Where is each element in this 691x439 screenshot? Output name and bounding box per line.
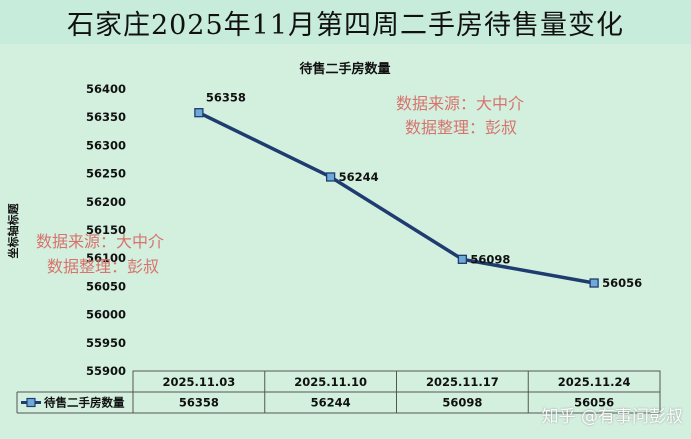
watermark-author-lower: 数据整理：彭叔 (47, 257, 159, 276)
y-tick-label: 56200 (86, 195, 126, 209)
title-bar: 石家庄2025年11月第四周二手房待售量变化 (0, 0, 691, 44)
zhihu-watermark: 知乎 @有事问彭叔 (541, 407, 683, 427)
watermark-source-lower: 数据来源：大中介 (36, 232, 164, 251)
y-tick-label: 55950 (86, 336, 126, 350)
y-tick-label: 56400 (86, 82, 126, 96)
page-title: 石家庄2025年11月第四周二手房待售量变化 (66, 9, 625, 41)
watermark-source-upper: 数据来源：大中介 (396, 94, 524, 113)
data-label: 56056 (602, 276, 642, 290)
data-table: 2025.11.03 2025.11.10 2025.11.17 2025.11.24… (16, 370, 661, 414)
y-tick-label: 56050 (86, 279, 126, 293)
y-tick-label: 56350 (86, 110, 126, 124)
x-tick-label: 2025.11.03 (162, 375, 235, 389)
y-tick-label: 56000 (86, 308, 126, 322)
y-axis-title: 坐标轴标题 (6, 203, 20, 259)
data-label: 56244 (339, 170, 379, 184)
y-tick-label: 56250 (86, 167, 126, 181)
chart-title: 待售二手房数量 (298, 61, 390, 77)
y-tick-label: 56100 (86, 251, 126, 265)
x-tick-label: 2025.11.24 (558, 375, 631, 389)
watermark-author-upper: 数据整理：彭叔 (405, 118, 517, 137)
line-chart: 待售二手房数量 坐标轴标题 55900559505600056050561005… (6, 61, 661, 414)
data-point (194, 108, 204, 118)
table-cell-value: 56098 (442, 396, 482, 410)
data-point (325, 172, 336, 182)
x-tick-label: 2025.11.10 (294, 375, 367, 389)
data-label: 56098 (470, 252, 510, 266)
y-tick-label: 56300 (86, 138, 126, 152)
series-line (198, 111, 595, 285)
table-cell-value: 56358 (179, 396, 219, 410)
y-axis-ticks: 55900 55950 56000 56050 56100 56150 56200 56250… (86, 82, 126, 378)
legend-marker (26, 397, 36, 408)
data-label: 56358 (206, 91, 246, 105)
table-cell-value: 56056 (574, 396, 614, 410)
y-tick-label: 56150 (86, 223, 126, 237)
x-tick-label: 2025.11.17 (426, 375, 499, 389)
series-lines: 56358 56244 56098 56056 (194, 91, 642, 290)
y-tick-label: 55900 (86, 364, 126, 378)
data-point (457, 254, 468, 264)
data-point (589, 278, 599, 288)
legend-label: 待售二手房数量 (44, 396, 125, 410)
table-cell-value: 56244 (311, 396, 351, 410)
